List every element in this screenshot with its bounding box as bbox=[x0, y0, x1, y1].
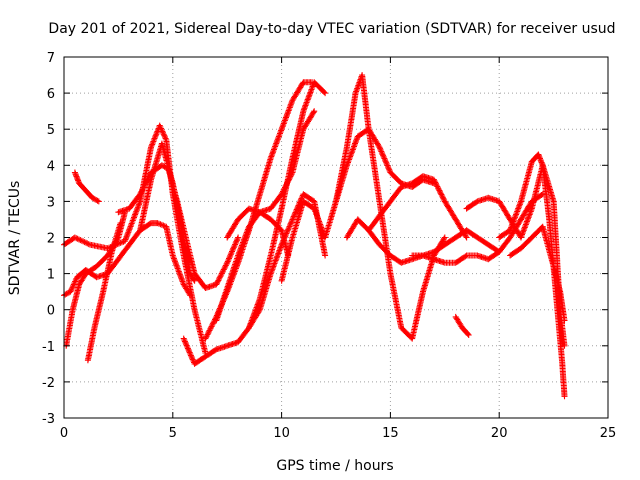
y-tick-label: 3 bbox=[47, 195, 55, 210]
y-tick-label: 5 bbox=[47, 123, 55, 138]
series-pass-m bbox=[278, 126, 437, 284]
data-point-markers bbox=[452, 313, 472, 338]
data-point-markers bbox=[507, 223, 568, 324]
series-pass-e bbox=[84, 220, 124, 364]
data-point-markers bbox=[137, 140, 198, 284]
data-point-markers bbox=[333, 72, 448, 342]
y-tick-label: 6 bbox=[47, 87, 55, 102]
grid bbox=[64, 57, 608, 418]
x-tick-label: 5 bbox=[169, 426, 177, 441]
y-axis-label: SDTVAR / TECUs bbox=[7, 181, 23, 296]
axes: 0 5 10 15 20 25 -3 -2 -1 0 1 2 3 4 5 6 7 bbox=[42, 51, 616, 441]
series-pass-k bbox=[224, 205, 292, 259]
y-tick-label: 2 bbox=[47, 232, 55, 247]
data-point-markers bbox=[278, 126, 437, 284]
data-point-markers bbox=[84, 220, 124, 364]
data-point-markers bbox=[224, 205, 292, 259]
series-pass-j bbox=[213, 108, 318, 324]
series-pass-u bbox=[507, 223, 568, 324]
series-pass-p bbox=[365, 173, 470, 241]
x-tick-label: 10 bbox=[273, 426, 290, 441]
x-tick-label: 0 bbox=[60, 426, 68, 441]
data-point-markers bbox=[213, 108, 318, 324]
chart-title: Day 201 of 2021, Sidereal Day-to-day VTE… bbox=[48, 21, 615, 37]
x-tick-label: 25 bbox=[600, 426, 617, 441]
series-pass-g bbox=[137, 140, 198, 284]
x-axis-label: GPS time / hours bbox=[276, 458, 393, 474]
data-point-markers bbox=[71, 169, 102, 205]
series-pass-n bbox=[333, 72, 448, 342]
y-tick-label: 1 bbox=[47, 268, 55, 283]
data-point-markers bbox=[365, 173, 470, 241]
y-tick-label: 7 bbox=[47, 51, 55, 66]
y-tick-label: -3 bbox=[42, 412, 55, 427]
y-tick-label: 4 bbox=[47, 159, 55, 174]
y-tick-label: -1 bbox=[42, 340, 55, 355]
y-tick-label: -2 bbox=[42, 376, 55, 391]
series-pass-q bbox=[409, 191, 546, 266]
data-point-markers bbox=[496, 151, 568, 400]
x-tick-label: 15 bbox=[382, 426, 399, 441]
data-points bbox=[61, 72, 568, 400]
data-point-markers bbox=[409, 191, 546, 266]
series-pass-d bbox=[71, 169, 102, 205]
series-pass-r bbox=[452, 313, 472, 338]
y-tick-label: 0 bbox=[47, 304, 55, 319]
x-tick-label: 20 bbox=[491, 426, 508, 441]
series-pass-t bbox=[496, 151, 568, 400]
